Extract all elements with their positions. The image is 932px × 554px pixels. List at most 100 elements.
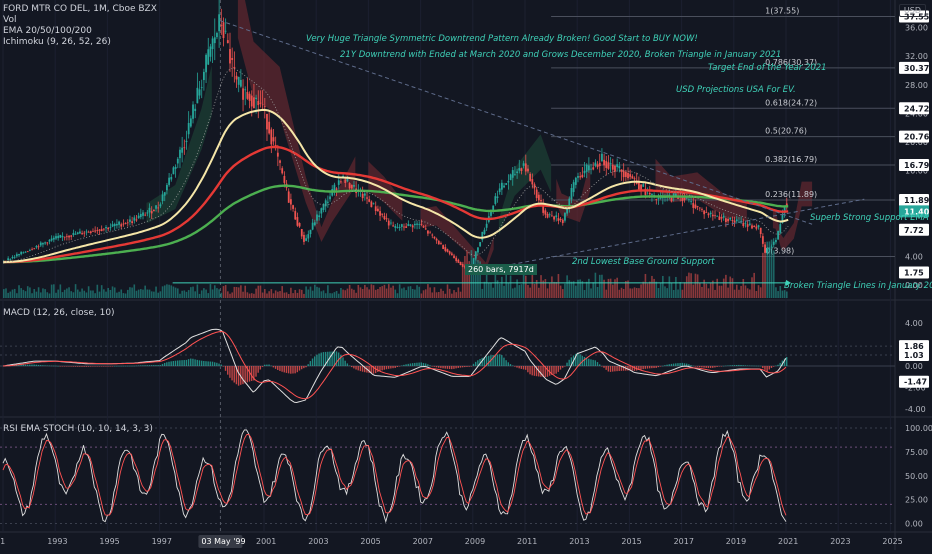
macd-histogram-bar — [98, 366, 101, 367]
annotation-projections[interactable]: USD Projections USA For EV. — [676, 85, 796, 95]
macd-histogram-bar — [518, 366, 520, 369]
volume-bar — [546, 288, 549, 298]
symbol-title[interactable]: FORD MTR CO DEL, 1M, Cboe BZX — [3, 4, 157, 14]
time-axis[interactable]: 91 1993 1995 1997 2001 2003 2005 2007 2009 2011 20… — [0, 535, 903, 548]
volume-bar — [213, 285, 216, 298]
macd-histogram-bar — [588, 358, 590, 366]
annotation-target[interactable]: Target End of the Year 2021 — [708, 63, 827, 73]
macd-histogram-bar — [444, 366, 446, 369]
macd-histogram-bar — [420, 362, 422, 366]
macd-histogram-bar — [283, 366, 285, 373]
macd-histogram-bar — [718, 366, 720, 367]
macd-histogram-bar — [557, 366, 560, 372]
volume-bar — [759, 287, 762, 298]
volume-bar — [516, 279, 518, 298]
macd-histogram-bar — [305, 366, 307, 368]
volume-bar — [481, 288, 484, 298]
macd-histogram-bar — [699, 366, 701, 368]
macd-histogram-bar — [440, 366, 442, 369]
candle-body — [287, 191, 290, 203]
macd-histogram-bar — [96, 366, 98, 367]
volume-bar — [194, 291, 196, 298]
macd-histogram-bar — [207, 361, 209, 366]
candle-body — [692, 203, 695, 208]
macd-signal-line — [2, 330, 787, 400]
candle-body — [370, 201, 373, 208]
candle-body — [385, 218, 388, 220]
volume-bar — [22, 289, 25, 298]
candle-body — [122, 223, 125, 225]
volume-bar — [190, 287, 192, 298]
annotation-triangle[interactable]: Very Huge Triangle Symmetric Downtrend P… — [306, 34, 698, 44]
volume-bar — [48, 293, 51, 298]
ema-200-line — [3, 184, 789, 264]
volume-bar — [496, 280, 499, 298]
indicator-ichimoku[interactable]: Ichimoku (9, 26, 52, 26) — [3, 37, 111, 47]
candle-body — [83, 232, 86, 234]
volume-bar — [625, 281, 627, 298]
macd-histogram-bar — [92, 366, 94, 367]
macd-histogram-bar — [120, 365, 122, 367]
macd-histogram-bar — [181, 360, 183, 366]
trend-lines[interactable] — [172, 19, 865, 286]
volume-bar — [677, 289, 679, 298]
macd-histogram-bar — [712, 366, 714, 368]
volume-bar — [653, 278, 655, 298]
candle-body — [187, 122, 190, 135]
macd-histogram-bar — [520, 366, 523, 369]
candle-body — [583, 170, 586, 174]
volume-bar — [13, 288, 16, 298]
macd-histogram-bar — [662, 365, 664, 367]
candle-body — [459, 261, 462, 266]
volume-bar — [205, 289, 207, 298]
annotation-base-support[interactable]: 2nd Lowest Base Ground Support — [572, 257, 715, 267]
rsi-tick-label: 0.00 — [905, 520, 923, 529]
candle-body — [729, 217, 732, 220]
macd-histogram-bar — [433, 366, 436, 367]
range-measure-label[interactable]: 260 bars, 7917d — [465, 264, 537, 275]
annotation-broken-lines[interactable]: Broken Triangle Lines in January 2021 — [784, 281, 932, 291]
indicator-ema[interactable]: EMA 20/50/100/200 — [3, 26, 92, 36]
volume-bar — [494, 274, 497, 298]
volume-bar — [118, 291, 120, 298]
candle-body — [176, 158, 179, 164]
price-badge: 7.72 — [904, 226, 924, 235]
candle-body — [392, 225, 395, 227]
volume-bar — [718, 285, 721, 298]
macd-histogram-bar — [459, 366, 462, 368]
candle-body — [498, 188, 501, 193]
candle-body — [181, 147, 184, 153]
candle-body — [540, 199, 542, 202]
macd-histogram-bar — [168, 361, 170, 366]
macd-histogram-bar — [235, 366, 238, 385]
indicator-volume[interactable]: Vol — [3, 15, 17, 25]
volume-bar — [448, 288, 451, 298]
macd-histogram-bar — [731, 365, 734, 366]
volume-bar — [68, 287, 70, 298]
candle-body — [31, 249, 33, 251]
candle-body — [203, 71, 205, 81]
macd-histogram-bar — [79, 366, 81, 367]
volume-bar — [20, 288, 22, 298]
macd-title[interactable]: MACD (12, 26, close, 10) — [3, 308, 115, 318]
volume-bar — [63, 289, 66, 298]
time-tick-label: 2017 — [674, 537, 694, 546]
macd-histogram-bar — [585, 357, 588, 366]
macd-histogram-bar — [648, 366, 651, 369]
price-axes[interactable]: 36.0032.0028.0024.0020.0016.0012.008.004… — [899, 10, 932, 529]
macd-histogram-bar — [681, 362, 683, 366]
macd-histogram-bar — [316, 354, 318, 366]
candle-body — [564, 212, 566, 221]
volume-bar — [427, 284, 429, 298]
annotation-support-ema[interactable]: Superb Strong Support EMA — [810, 213, 929, 223]
rsi-title[interactable]: RSI EMA STOCH (10, 10, 14, 3, 3) — [3, 424, 153, 434]
volume-bar — [618, 289, 621, 298]
annotation-downtrend[interactable]: 21Y Downtrend with Ended at March 2020 a… — [340, 50, 782, 60]
macd-histogram-bar — [705, 366, 707, 368]
macd-histogram-bar — [237, 366, 240, 386]
time-tick-label: 2007 — [413, 537, 433, 546]
candle-body — [416, 223, 418, 225]
currency-button[interactable]: USD — [898, 4, 926, 17]
